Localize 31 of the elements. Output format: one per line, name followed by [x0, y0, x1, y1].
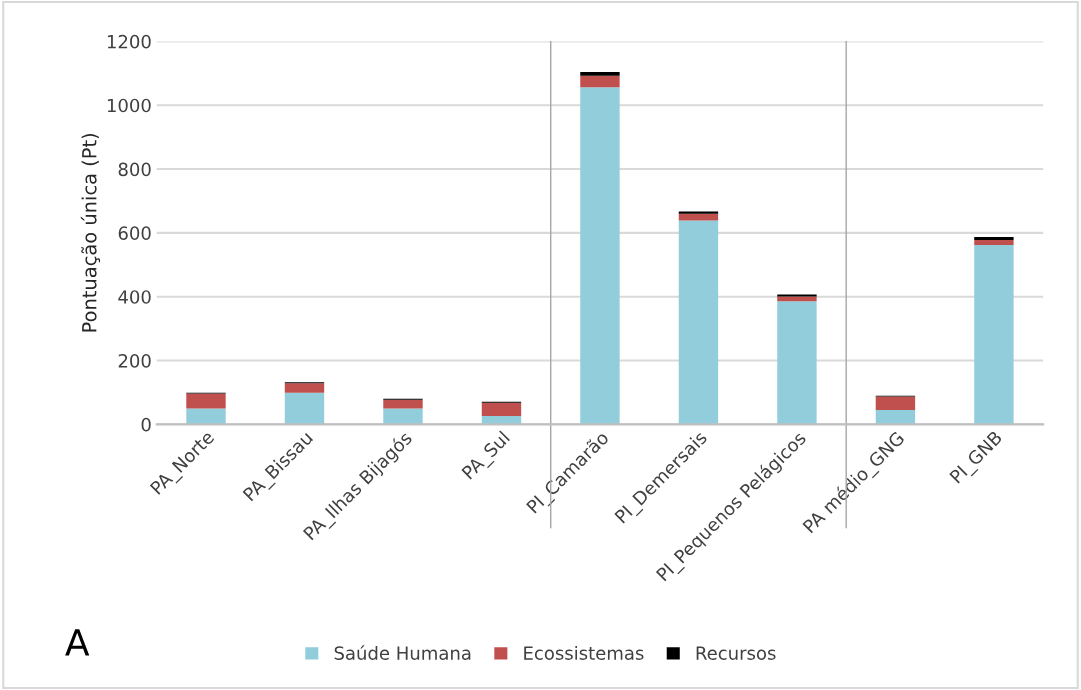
bar: [580, 72, 620, 76]
bar: [284, 392, 325, 425]
y-tick-label: 0: [141, 417, 151, 432]
bar: [974, 237, 1014, 240]
y-tick-label: 200: [118, 353, 151, 368]
bar: [580, 75, 620, 88]
y-tick-label: 1200: [107, 34, 151, 49]
bar: [777, 296, 817, 302]
bar: [186, 408, 226, 425]
bar: [777, 301, 817, 425]
bar: [875, 409, 916, 425]
text: A: [65, 629, 90, 656]
bar: [383, 408, 423, 425]
bar: [875, 396, 916, 410]
y-tick-label: 800: [118, 162, 151, 177]
bar: [284, 383, 325, 393]
bar: [974, 245, 1014, 425]
bar: [678, 211, 719, 214]
y-tick-label: 1000: [107, 98, 151, 113]
y-tick-label: 400: [118, 290, 151, 304]
bar: [186, 393, 226, 409]
bar: [383, 399, 423, 409]
legend-label: Recursos: [696, 646, 776, 660]
bar: [974, 239, 1014, 245]
y-tick-label: 600: [118, 226, 151, 240]
y-axis-title: Pontuação única (Pt): [80, 133, 101, 332]
bar: [678, 220, 719, 425]
bar: [580, 87, 620, 425]
legend-label: Saúde Humana: [334, 645, 471, 660]
bar: [481, 402, 522, 417]
legend-label: Ecossistemas: [524, 645, 644, 660]
